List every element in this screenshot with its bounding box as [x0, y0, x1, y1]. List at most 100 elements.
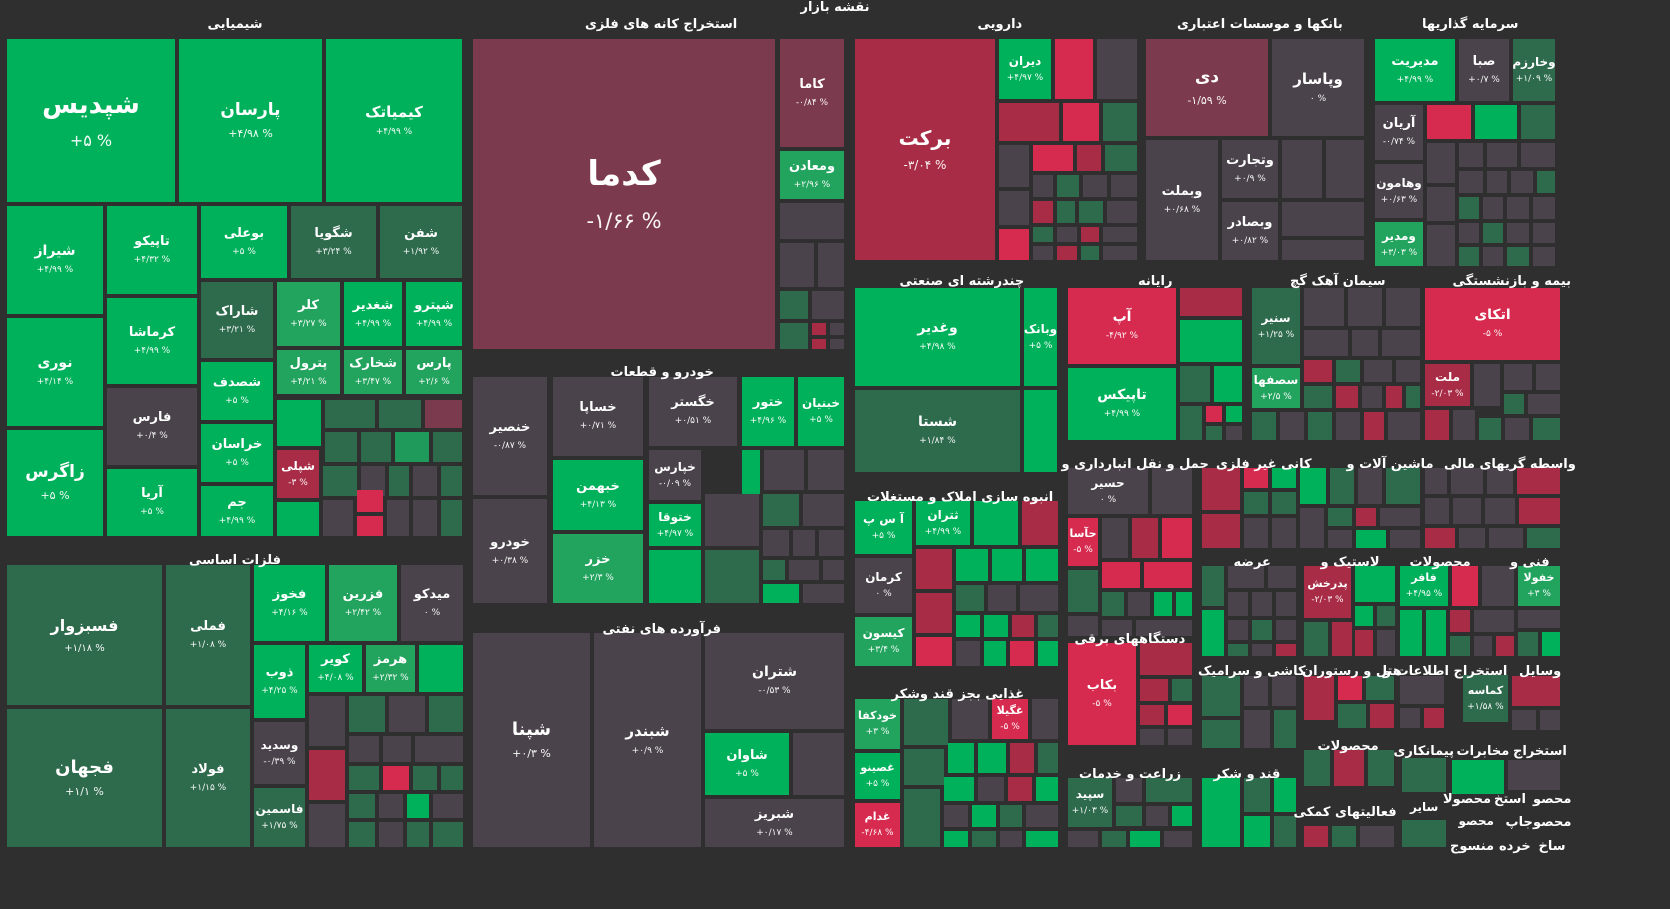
stock-tile-unlabeled[interactable] — [1474, 364, 1500, 406]
stock-tile-unlabeled[interactable] — [415, 736, 463, 762]
stock-tile-unlabeled[interactable] — [433, 432, 462, 462]
stock-tile[interactable]: فولاد +۱/۱۵ % — [166, 709, 250, 847]
stock-tile[interactable]: شیراز +۴/۹۹ % — [7, 206, 103, 314]
stock-tile-unlabeled[interactable] — [1024, 390, 1057, 472]
stock-tile[interactable]: صبا +۰/۷ % — [1459, 39, 1509, 101]
stock-tile-unlabeled[interactable] — [1010, 641, 1034, 666]
stock-tile-unlabeled[interactable] — [1338, 676, 1362, 700]
stock-tile[interactable]: ختوقا +۴/۹۷ % — [649, 504, 701, 546]
stock-tile[interactable]: خبنیان +۵ % — [798, 377, 844, 446]
stock-tile-unlabeled[interactable] — [383, 736, 411, 762]
stock-tile-unlabeled[interactable] — [1450, 610, 1470, 632]
stock-tile-unlabeled[interactable] — [1102, 831, 1126, 847]
stock-tile-unlabeled[interactable] — [1366, 676, 1394, 700]
sector-heading[interactable]: انبوه سازی املاک و مستغلات — [867, 490, 1054, 505]
stock-tile-unlabeled[interactable] — [1102, 518, 1128, 558]
sector-heading[interactable]: لاستیک و — [1320, 555, 1380, 570]
stock-tile-unlabeled[interactable] — [1348, 288, 1382, 326]
stock-tile-unlabeled[interactable] — [1172, 806, 1192, 826]
stock-tile-unlabeled[interactable] — [349, 766, 379, 790]
stock-tile-unlabeled[interactable] — [944, 831, 968, 847]
stock-tile-unlabeled[interactable] — [972, 805, 996, 827]
stock-tile[interactable]: شصدف +۵ % — [201, 362, 273, 420]
stock-tile-unlabeled[interactable] — [808, 450, 844, 490]
stock-tile-unlabeled[interactable] — [1107, 201, 1137, 223]
stock-tile-unlabeled[interactable] — [1332, 826, 1356, 847]
stock-tile-unlabeled[interactable] — [309, 696, 345, 746]
stock-tile-unlabeled[interactable] — [1459, 247, 1479, 266]
stock-tile[interactable]: شفن +۱/۹۲ % — [380, 206, 462, 278]
stock-tile-unlabeled[interactable] — [1425, 468, 1447, 494]
stock-tile-unlabeled[interactable] — [1146, 806, 1168, 826]
stock-tile-unlabeled[interactable] — [1450, 636, 1470, 656]
stock-tile-unlabeled[interactable] — [1276, 644, 1296, 656]
stock-tile[interactable]: وبانک +۵ % — [1024, 288, 1057, 386]
stock-tile-unlabeled[interactable] — [413, 500, 437, 536]
stock-tile-unlabeled[interactable] — [1358, 468, 1382, 504]
stock-tile-unlabeled[interactable] — [1537, 171, 1555, 193]
stock-tile[interactable]: آ س پ +۵ % — [855, 501, 912, 554]
stock-tile[interactable]: آریان -۰/۷۴ % — [1375, 105, 1423, 160]
stock-tile-unlabeled[interactable] — [904, 699, 948, 745]
stock-tile-unlabeled[interactable] — [812, 323, 826, 335]
stock-tile-unlabeled[interactable] — [1304, 288, 1344, 326]
stock-tile-unlabeled[interactable] — [1512, 676, 1560, 706]
stock-tile-unlabeled[interactable] — [999, 145, 1029, 187]
sector-heading[interactable]: دارویی — [977, 17, 1023, 32]
stock-tile-unlabeled[interactable] — [1057, 201, 1075, 223]
stock-tile-unlabeled[interactable] — [1380, 508, 1420, 526]
stock-tile-unlabeled[interactable] — [789, 560, 819, 580]
stock-tile-unlabeled[interactable] — [1274, 710, 1296, 748]
stock-tile[interactable]: ثتران +۴/۹۹ % — [916, 501, 970, 545]
stock-tile[interactable]: شپدیس +۵ % — [7, 39, 175, 202]
stock-tile-unlabeled[interactable] — [1427, 105, 1471, 139]
stock-tile-unlabeled[interactable] — [1140, 679, 1168, 701]
stock-tile[interactable]: حسیر ۰ % — [1068, 468, 1148, 514]
stock-tile-unlabeled[interactable] — [1334, 750, 1364, 786]
stock-tile[interactable]: زاگرس +۵ % — [7, 430, 103, 536]
stock-tile[interactable]: خساپا +۰/۷۱ % — [553, 377, 643, 456]
stock-tile-unlabeled[interactable] — [1483, 223, 1503, 243]
stock-tile-unlabeled[interactable] — [1402, 820, 1446, 847]
stock-tile[interactable]: جم +۴/۹۹ % — [201, 486, 273, 536]
sector-heading[interactable]: جاپ — [1505, 815, 1533, 830]
stock-tile-unlabeled[interactable] — [944, 805, 968, 827]
stock-tile-unlabeled[interactable] — [1202, 468, 1240, 510]
stock-tile[interactable]: مدیریت +۴/۹۹ % — [1375, 39, 1455, 101]
stock-tile-unlabeled[interactable] — [1304, 750, 1330, 786]
stock-tile-unlabeled[interactable] — [1396, 360, 1420, 382]
stock-tile-unlabeled[interactable] — [1487, 143, 1517, 167]
stock-tile-unlabeled[interactable] — [1172, 679, 1192, 701]
stock-tile-unlabeled[interactable] — [1496, 636, 1514, 656]
stock-tile-unlabeled[interactable] — [793, 530, 815, 556]
stock-tile[interactable]: کرماشا +۴/۹۹ % — [107, 298, 197, 384]
stock-tile[interactable]: فجهان +۱/۱ % — [7, 709, 162, 847]
sector-heading[interactable]: کاشی و سرامیک — [1198, 664, 1306, 679]
stock-tile-unlabeled[interactable] — [1368, 750, 1394, 786]
stock-tile-unlabeled[interactable] — [999, 191, 1029, 225]
stock-tile[interactable]: تاپیکس +۴/۹۹ % — [1068, 368, 1176, 440]
stock-tile-unlabeled[interactable] — [1390, 530, 1420, 548]
stock-tile[interactable]: ومعادن +۲/۹۶ % — [780, 151, 844, 199]
stock-tile-unlabeled[interactable] — [1425, 410, 1449, 440]
stock-tile-unlabeled[interactable] — [1280, 412, 1304, 440]
stock-tile[interactable]: شستا +۱/۸۴ % — [855, 390, 1020, 472]
stock-tile-unlabeled[interactable] — [1355, 630, 1373, 656]
stock-tile[interactable]: کیمیاتک +۴/۹۹ % — [326, 39, 462, 202]
stock-tile-unlabeled[interactable] — [1282, 202, 1364, 236]
stock-tile-unlabeled[interactable] — [956, 585, 984, 611]
stock-tile[interactable]: وبملت +۰/۶۸ % — [1146, 140, 1218, 260]
stock-tile-unlabeled[interactable] — [1507, 223, 1529, 243]
sector-heading[interactable]: خودرو و قطعات — [610, 365, 714, 380]
sector-heading[interactable]: چندرشته ای صنعتی — [899, 274, 1025, 289]
stock-tile-unlabeled[interactable] — [763, 584, 799, 603]
stock-tile-unlabeled[interactable] — [1485, 498, 1515, 524]
stock-tile-unlabeled[interactable] — [1272, 518, 1296, 548]
stock-tile-unlabeled[interactable] — [1330, 468, 1354, 504]
stock-tile-unlabeled[interactable] — [1370, 704, 1394, 728]
stock-tile-unlabeled[interactable] — [1057, 227, 1077, 242]
stock-tile-unlabeled[interactable] — [1152, 468, 1192, 514]
stock-tile-unlabeled[interactable] — [1386, 468, 1420, 504]
stock-tile-unlabeled[interactable] — [978, 743, 1006, 773]
stock-tile-unlabeled[interactable] — [1063, 103, 1099, 141]
